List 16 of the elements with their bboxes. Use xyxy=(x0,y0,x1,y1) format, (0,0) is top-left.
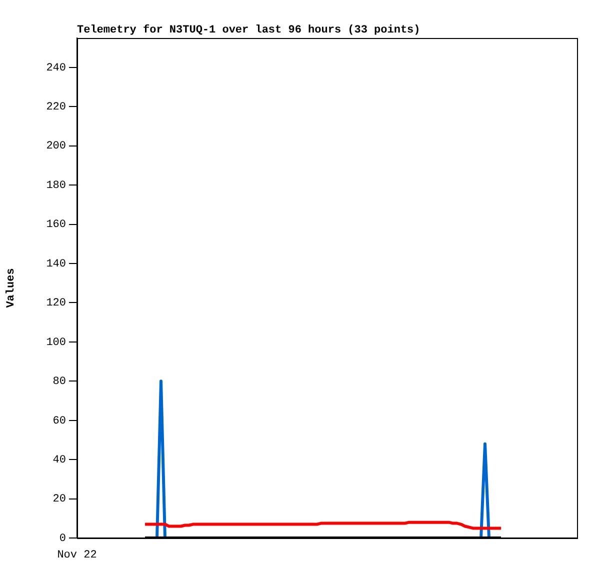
y-tick-label: 60 xyxy=(52,415,66,428)
y-tick-label: 180 xyxy=(46,180,66,192)
y-tick-label: 100 xyxy=(46,336,66,349)
y-tick-label: 20 xyxy=(52,494,66,506)
y-tick-label: 200 xyxy=(46,140,66,153)
x-tick-label: Nov 22 xyxy=(57,550,97,562)
y-tick-label: 240 xyxy=(46,62,66,74)
y-tick-label: 140 xyxy=(46,258,66,270)
y-tick-label: 80 xyxy=(52,376,66,388)
y-tick-label: 40 xyxy=(52,454,66,466)
y-axis-title: Values xyxy=(5,268,18,308)
y-tick-label: 220 xyxy=(46,102,66,114)
chart-title: Telemetry for N3TUQ-1 over last 96 hours (33 points) xyxy=(77,23,420,36)
y-tick-label: 160 xyxy=(46,219,66,232)
y-tick-label: 0 xyxy=(59,532,66,545)
y-tick-label: 120 xyxy=(46,298,66,310)
